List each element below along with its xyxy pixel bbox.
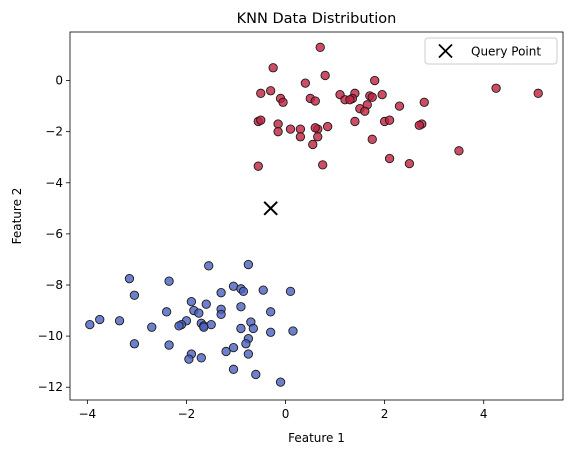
- blue-class-point: [288, 326, 298, 336]
- blue-class-point: [129, 290, 140, 300]
- red-class-point: [454, 146, 464, 156]
- blue-class-point: [266, 327, 276, 337]
- red-class-point: [310, 123, 320, 133]
- blue-class-point: [174, 321, 184, 331]
- x-axis-label: Feature 1: [288, 431, 345, 445]
- red-class-point: [295, 124, 306, 134]
- red-class-point: [315, 42, 325, 52]
- blue-class-point: [285, 286, 296, 297]
- blue-class-point: [161, 307, 172, 317]
- red-class-point: [384, 115, 395, 125]
- red-class-point: [367, 92, 377, 102]
- blue-class-point: [243, 259, 254, 270]
- legend-label-query-point: Query Point: [471, 45, 541, 59]
- blue-class-point: [243, 349, 254, 359]
- blue-class-point: [236, 323, 246, 334]
- blue-class-point: [147, 322, 157, 332]
- blue-class-point: [129, 339, 140, 349]
- query-point-x-marker: [263, 201, 278, 216]
- blue-class-point: [184, 354, 194, 364]
- red-class-point: [285, 124, 296, 134]
- red-class-point: [384, 153, 395, 164]
- blue-class-point: [258, 285, 268, 295]
- blue-class-point: [228, 364, 239, 374]
- red-class-point: [300, 78, 311, 88]
- blue-class-point: [216, 288, 226, 298]
- blue-class-point: [199, 322, 209, 332]
- red-class-point: [350, 116, 360, 127]
- blue-class-point: [228, 342, 239, 353]
- legend-frame: [424, 37, 558, 65]
- red-class-point: [308, 139, 318, 150]
- data-points: [85, 42, 543, 387]
- blue-class-point: [95, 314, 105, 325]
- red-class-point: [266, 86, 276, 96]
- blue-class-point: [204, 261, 214, 271]
- red-class-point: [253, 161, 263, 171]
- blue-class-point: [221, 346, 231, 357]
- blue-class-point: [85, 319, 95, 330]
- x-tick-label: 2: [381, 407, 389, 421]
- red-class-point: [404, 158, 415, 169]
- red-class-point: [268, 63, 278, 73]
- blue-class-point: [216, 309, 226, 320]
- red-class-point: [256, 88, 266, 98]
- red-class-point: [318, 160, 328, 170]
- red-class-point: [533, 88, 543, 98]
- blue-class-point: [164, 340, 174, 350]
- blue-class-point: [186, 296, 197, 307]
- red-class-point: [414, 120, 424, 130]
- y-tick-label: −4: [45, 176, 63, 190]
- x-tick-label: −2: [178, 407, 196, 421]
- y-tick-label: −12: [38, 380, 63, 394]
- red-class-point: [367, 134, 377, 144]
- blue-class-point: [248, 323, 258, 334]
- red-class-point: [273, 119, 283, 129]
- red-class-point: [491, 83, 501, 93]
- blue-class-point: [238, 286, 249, 297]
- red-class-point: [273, 127, 283, 137]
- blue-class-point: [124, 273, 135, 284]
- blue-class-point: [164, 276, 174, 286]
- blue-class-point: [266, 307, 276, 317]
- red-class-point: [320, 70, 330, 81]
- red-class-point: [313, 132, 323, 142]
- blue-class-point: [251, 369, 261, 380]
- red-class-point: [295, 132, 306, 142]
- blue-class-point: [275, 377, 286, 387]
- y-axis-label: Feature 2: [10, 188, 24, 245]
- blue-class-point: [194, 308, 204, 318]
- y-tick-label: 0: [55, 74, 63, 88]
- blue-class-point: [241, 339, 251, 349]
- chart-title: KNN Data Distribution: [237, 11, 397, 27]
- blue-class-point: [236, 302, 246, 312]
- y-tick-label: −2: [45, 125, 63, 139]
- plot-area: [69, 31, 564, 401]
- y-axis: 0 −2 −4 −6 −8 −10 −12: [38, 74, 70, 394]
- blue-class-point: [114, 316, 125, 326]
- x-tick-label: −4: [78, 407, 96, 421]
- red-class-point: [394, 101, 405, 111]
- blue-class-point: [196, 353, 206, 363]
- legend: Query Point: [424, 37, 558, 65]
- y-tick-label: −10: [38, 329, 63, 343]
- red-class-point: [377, 89, 387, 100]
- x-axis: −4 −2 0 2 4: [78, 400, 488, 421]
- x-tick-label: 0: [282, 407, 290, 421]
- red-class-point: [278, 97, 288, 107]
- red-class-point: [322, 121, 333, 132]
- red-class-point: [256, 115, 266, 125]
- red-class-point: [419, 97, 429, 107]
- y-tick-label: −6: [45, 227, 63, 241]
- red-class-point: [370, 75, 380, 86]
- x-tick-label: 4: [480, 407, 488, 421]
- red-class-point: [345, 95, 355, 105]
- red-class-point: [360, 106, 370, 116]
- legend-marker-x-icon: [438, 43, 453, 59]
- y-tick-label: −8: [45, 278, 63, 292]
- blue-class-point: [201, 299, 211, 309]
- red-class-point: [310, 96, 320, 106]
